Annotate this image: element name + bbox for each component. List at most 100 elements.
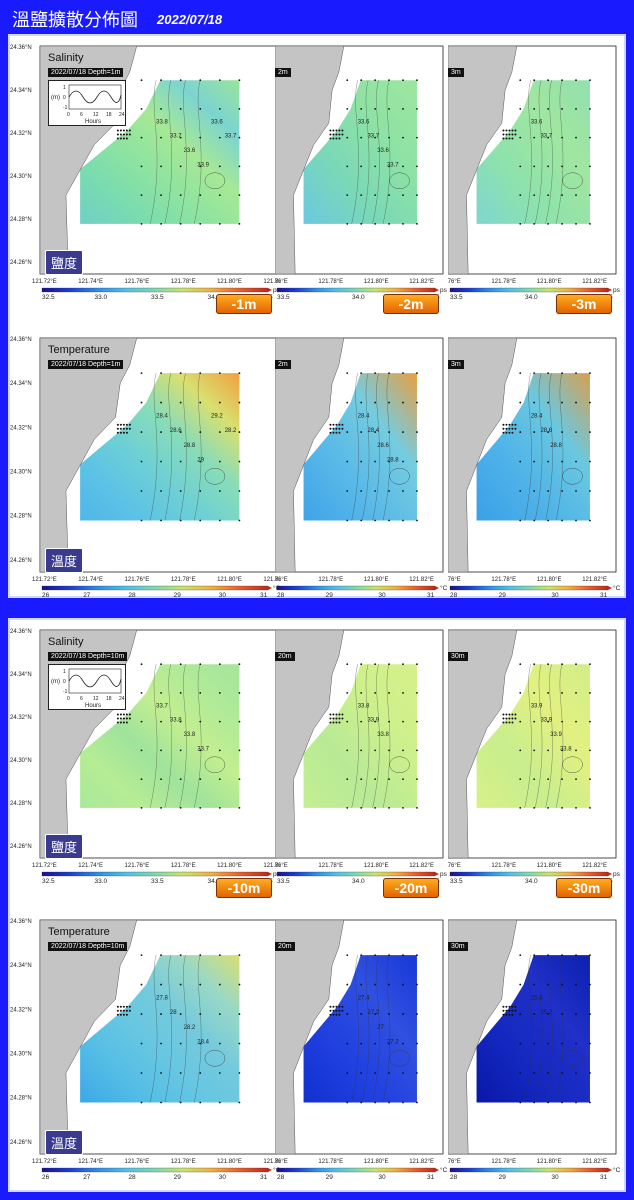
contour-line — [382, 955, 391, 1103]
contour-ring — [204, 468, 226, 485]
station-dot — [402, 431, 404, 433]
station-dot — [160, 1013, 162, 1015]
station-dot — [346, 778, 349, 781]
contour-label: 27.2 — [387, 1040, 399, 1046]
station-dot — [160, 490, 162, 492]
station-dot — [125, 423, 128, 426]
station-dot — [218, 372, 221, 374]
station-dot — [502, 133, 505, 136]
station-dot — [338, 1005, 341, 1008]
station-dot — [388, 1072, 390, 1074]
station-dot — [360, 431, 363, 433]
contour-label: 33.9 — [197, 162, 209, 168]
station-dot — [575, 372, 577, 374]
station-dot — [116, 1005, 119, 1008]
station-dot — [533, 372, 536, 374]
svg-text:Hours: Hours — [85, 119, 101, 125]
station-dot — [511, 1005, 514, 1008]
colorbar-arrow — [608, 1168, 612, 1172]
station-dot — [329, 423, 332, 426]
map-svg: 28.4 28.6 28.8 .76°E 121.78°E 121.80°E 121.82°… — [448, 337, 620, 598]
svg-text:18: 18 — [106, 112, 112, 118]
colorbar-tick: 31 — [427, 592, 435, 598]
lon-tick-label: 121.80°E — [217, 577, 242, 583]
svg-text:0: 0 — [63, 95, 66, 101]
station-dot — [199, 778, 202, 781]
station-dot — [335, 129, 338, 132]
colorbar-tick: 32.5 — [42, 294, 55, 300]
station-dot — [561, 692, 563, 694]
station-dot — [238, 806, 241, 809]
station-dot — [335, 1009, 338, 1012]
station-dot — [533, 490, 536, 492]
station-dot — [374, 1042, 377, 1045]
colorbar-tick: 29 — [174, 1174, 182, 1180]
station-dot — [502, 431, 505, 434]
colorbar-tick: 33.5 — [450, 878, 463, 884]
station-dot — [374, 692, 377, 694]
station-dot — [218, 1013, 221, 1015]
colorbar-tick: 28 — [128, 1174, 136, 1180]
station-dot — [360, 692, 363, 694]
station-dot — [332, 717, 335, 720]
station-dot — [511, 713, 514, 716]
colorbar-tick: 30 — [551, 592, 559, 598]
station-dot — [238, 460, 241, 463]
station-dot — [128, 717, 131, 720]
station-dot — [332, 431, 335, 434]
station-dot — [502, 129, 505, 132]
section-deep: 33.7 33.8 33.8 33.7 24.36°N 24.34°N 24.32°N 24.… — [8, 618, 626, 1192]
station-dot — [511, 137, 514, 140]
station-dot — [416, 431, 418, 433]
station-dot — [533, 663, 536, 666]
station-dot — [519, 431, 522, 433]
contour-line — [194, 373, 202, 521]
station-dot — [140, 1072, 143, 1074]
station-dot — [332, 1005, 335, 1008]
lat-tick-label: 24.36°N — [10, 45, 32, 51]
colorbar-tick: 33.5 — [151, 878, 164, 884]
station-dot — [533, 692, 536, 694]
station-dot — [116, 423, 119, 426]
station-dot — [122, 1005, 125, 1008]
station-dot — [346, 720, 349, 723]
station-dot — [160, 720, 162, 723]
station-dot — [388, 222, 390, 225]
depth-badge: -10m — [216, 878, 272, 898]
station-dot — [561, 490, 563, 492]
depth-stamp: 3m — [448, 360, 464, 369]
svg-text:1: 1 — [63, 669, 66, 675]
station-dot — [589, 1013, 591, 1015]
station-dot — [374, 460, 377, 463]
station-dot — [119, 1009, 122, 1012]
colorbar-tick: 34.0 — [208, 878, 221, 884]
station-dot — [519, 108, 522, 110]
station-dot — [218, 490, 221, 492]
contour-label: 29 — [197, 458, 204, 464]
land-area — [275, 45, 345, 275]
station-dot — [179, 431, 182, 433]
station-dot — [122, 1009, 125, 1012]
station-dot — [519, 983, 522, 986]
station-dot — [238, 401, 241, 404]
station-dot — [547, 194, 550, 197]
station-dot — [119, 137, 122, 140]
colorbar-arrow — [608, 872, 612, 876]
station-dot — [338, 721, 341, 724]
station-dot — [416, 372, 418, 374]
station-dot — [360, 222, 363, 225]
station-dot — [547, 372, 550, 374]
station-dot — [179, 1042, 182, 1045]
station-dot — [505, 713, 508, 716]
station-dot — [360, 954, 363, 956]
station-dot — [561, 983, 563, 986]
colorbar-tick: 33.0 — [95, 294, 108, 300]
station-dot — [502, 721, 505, 724]
station-dot — [508, 423, 511, 426]
map-svg: 33.9 33.9 33.9 33.8 .76°E 121.78°E 121.80°E 121… — [448, 629, 620, 884]
station-dot — [547, 954, 550, 956]
station-dot — [388, 79, 390, 82]
map-svg: 28.4 28.6 28.8 29 29.2 28.2 24.36°N 24.34°N 24.3… — [10, 337, 280, 598]
station-dot — [346, 1072, 349, 1074]
colorbar-tick: 29 — [174, 592, 182, 598]
